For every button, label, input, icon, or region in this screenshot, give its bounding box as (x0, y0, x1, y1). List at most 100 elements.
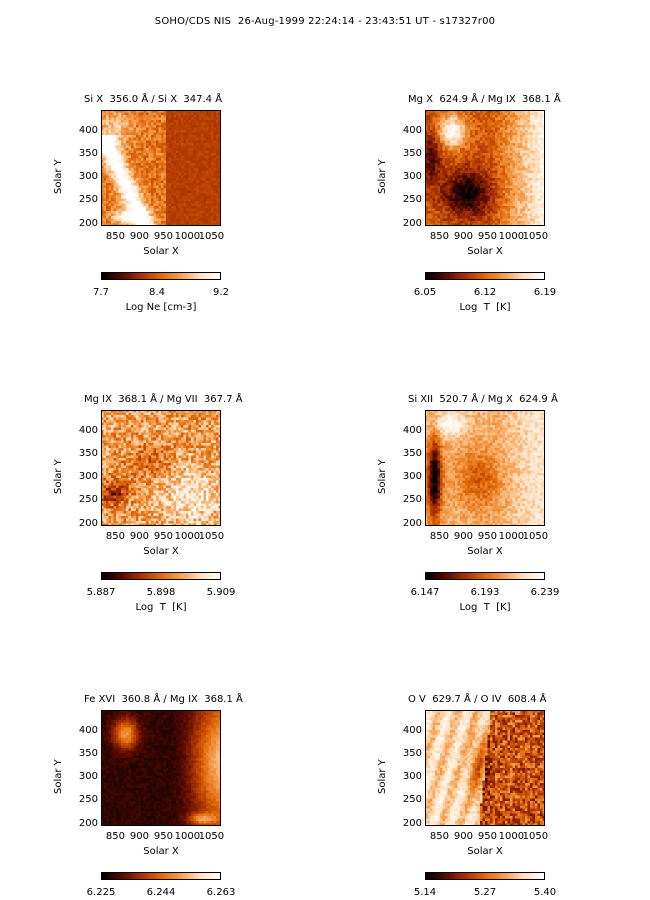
panel-title: Si X 356.0 Å / Si X 347.4 Å (84, 94, 223, 105)
x-tick-label: 900 (129, 231, 149, 242)
x-axis-label: Solar X (143, 246, 179, 257)
x-tick-label: 1000 (498, 531, 525, 542)
y-tick-label: 250 (78, 194, 98, 206)
y-tick-label: 400 (78, 424, 98, 436)
heatmap-image (101, 410, 221, 526)
y-tick-label: 300 (402, 171, 422, 183)
heatmap-image (101, 110, 221, 226)
y-tick-label: 250 (78, 494, 98, 506)
colorbar-tick-label: 6.239 (530, 587, 560, 598)
heatmap-image (425, 110, 545, 226)
x-tick-label: 950 (477, 231, 497, 242)
x-tick-label: 1050 (522, 531, 549, 542)
colorbar-tick-label: 5.40 (533, 887, 557, 898)
colorbar-tick-label: 5.14 (413, 887, 437, 898)
x-tick-label: 1050 (198, 231, 225, 242)
x-tick-label: 950 (477, 531, 497, 542)
x-axis-label: Solar X (467, 846, 503, 857)
y-axis-label: Solar Y (53, 459, 64, 494)
y-axis-label: Solar Y (377, 759, 388, 794)
y-tick-label: 350 (402, 748, 422, 760)
y-tick-label: 400 (402, 124, 422, 136)
x-axis-label: Solar X (467, 546, 503, 557)
x-tick-label: 900 (129, 831, 149, 842)
y-tick-label: 350 (78, 748, 98, 760)
colorbar (101, 872, 221, 880)
x-tick-label: 850 (105, 231, 125, 242)
x-axis-label: Solar X (467, 246, 503, 257)
colorbar-tick-label: 6.19 (533, 287, 557, 298)
colorbar-tick-label: 6.244 (146, 887, 176, 898)
x-tick-label: 950 (153, 831, 173, 842)
heatmap-image (425, 710, 545, 826)
y-tick-label: 250 (402, 194, 422, 206)
x-tick-label: 1050 (522, 831, 549, 842)
y-tick-label: 300 (78, 771, 98, 783)
y-tick-label: 300 (402, 771, 422, 783)
colorbar-tick-label: 5.27 (473, 887, 497, 898)
colorbar-label: Log Ne [cm-3] (125, 302, 197, 313)
y-axis-label: Solar Y (377, 159, 388, 194)
colorbar-tick-label: 6.12 (473, 287, 497, 298)
colorbar (425, 572, 545, 580)
y-tick-label: 200 (402, 217, 422, 229)
colorbar-tick-label: 6.193 (470, 587, 500, 598)
x-tick-label: 1050 (198, 531, 225, 542)
colorbar (101, 572, 221, 580)
x-axis-label: Solar X (143, 546, 179, 557)
colorbar-label: Log T [K] (459, 602, 511, 613)
y-tick-label: 350 (78, 148, 98, 160)
colorbar-tick-label: 6.263 (206, 887, 236, 898)
y-axis-label: Solar Y (53, 159, 64, 194)
colorbar (425, 872, 545, 880)
y-tick-label: 300 (78, 171, 98, 183)
colorbar-tick-label: 7.7 (93, 287, 109, 298)
colorbar-tick-label: 8.4 (149, 287, 165, 298)
panel-title: Mg IX 368.1 Å / Mg VII 367.7 Å (84, 394, 243, 405)
colorbar-tick-label: 6.147 (410, 587, 440, 598)
y-tick-label: 350 (78, 448, 98, 460)
colorbar-label: Log T [K] (459, 302, 511, 313)
x-tick-label: 850 (105, 531, 125, 542)
x-tick-label: 1050 (522, 231, 549, 242)
colorbar-label: Log T [K] (135, 602, 187, 613)
y-tick-label: 400 (78, 724, 98, 736)
y-tick-label: 300 (78, 471, 98, 483)
y-tick-label: 400 (78, 124, 98, 136)
colorbar-tick-label: 6.05 (413, 287, 437, 298)
y-tick-label: 200 (402, 817, 422, 829)
y-tick-label: 200 (78, 517, 98, 529)
panel-title: Mg X 624.9 Å / Mg IX 368.1 Å (408, 94, 561, 105)
y-tick-label: 300 (402, 471, 422, 483)
colorbar-tick-label: 6.225 (86, 887, 116, 898)
y-tick-label: 250 (402, 794, 422, 806)
heatmap-image (425, 410, 545, 526)
panel-title: Si XII 520.7 Å / Mg X 624.9 Å (408, 394, 558, 405)
x-tick-label: 1050 (198, 831, 225, 842)
x-tick-label: 850 (429, 231, 449, 242)
colorbar (425, 272, 545, 280)
x-tick-label: 900 (453, 231, 473, 242)
y-tick-label: 400 (402, 424, 422, 436)
x-tick-label: 950 (153, 231, 173, 242)
x-tick-label: 1000 (174, 231, 201, 242)
y-tick-label: 200 (78, 217, 98, 229)
y-tick-label: 200 (402, 517, 422, 529)
x-tick-label: 850 (429, 531, 449, 542)
colorbar (101, 272, 221, 280)
x-tick-label: 1000 (174, 531, 201, 542)
y-tick-label: 250 (402, 494, 422, 506)
page-title: SOHO/CDS NIS 26-Aug-1999 22:24:14 - 23:4… (154, 16, 496, 27)
x-tick-label: 850 (429, 831, 449, 842)
colorbar-tick-label: 5.909 (206, 587, 236, 598)
x-axis-label: Solar X (143, 846, 179, 857)
x-tick-label: 950 (477, 831, 497, 842)
colorbar-tick-label: 5.898 (146, 587, 176, 598)
x-tick-label: 850 (105, 831, 125, 842)
panel-title: O V 629.7 Å / O IV 608.4 Å (408, 694, 547, 705)
x-tick-label: 900 (129, 531, 149, 542)
y-axis-label: Solar Y (377, 459, 388, 494)
y-tick-label: 350 (402, 448, 422, 460)
x-tick-label: 900 (453, 531, 473, 542)
x-tick-label: 1000 (498, 231, 525, 242)
